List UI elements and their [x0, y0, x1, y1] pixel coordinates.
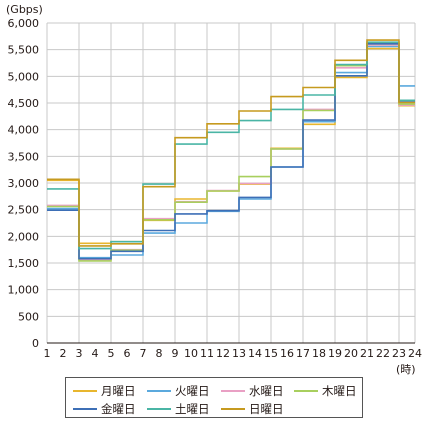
y-tick-label: 2,500 [8, 204, 40, 217]
x-tick-label: 8 [156, 347, 163, 360]
x-tick-label: 17 [296, 347, 310, 360]
x-tick-label: 21 [360, 347, 374, 360]
x-tick-label: 20 [344, 347, 358, 360]
x-tick-label: 2 [60, 347, 67, 360]
legend-box [65, 377, 363, 418]
x-tick-label: 11 [200, 347, 214, 360]
x-tick-label: 16 [280, 347, 294, 360]
x-axis-tick-labels: 1 2 3 4 5 6 7 8 9 10 11 12 13 14 15 16 17 18 19 20 21 22 23 24 [44, 347, 423, 360]
y-tick-label: 3,000 [8, 177, 40, 190]
series-line-5 [47, 43, 415, 260]
x-tick-label: 1 [44, 347, 51, 360]
x-tick-label: 15 [264, 347, 278, 360]
y-tick-label: 0 [32, 337, 39, 350]
x-tick-label: 22 [376, 347, 390, 360]
legend-label: 日曜日 [249, 402, 284, 416]
y-tick-label: 5,500 [8, 44, 40, 57]
y-tick-label: 1,500 [8, 257, 40, 270]
legend-label: 木曜日 [322, 384, 357, 398]
y-tick-label: 6,000 [8, 17, 40, 30]
y-tick-label: 3,500 [8, 150, 40, 163]
x-tick-label: 3 [76, 347, 83, 360]
legend-label: 水曜日 [249, 384, 284, 398]
y-tick-label: 1,000 [8, 284, 40, 297]
y-axis-unit: (Gbps) [6, 3, 43, 16]
x-tick-label: 7 [140, 347, 147, 360]
legend-label: 月曜日 [101, 384, 136, 398]
x-axis-unit: (時) [396, 363, 416, 376]
series-line-7 [47, 39, 415, 247]
y-tick-label: 4,000 [8, 124, 40, 137]
x-tick-label: 13 [232, 347, 246, 360]
x-tick-label: 9 [172, 347, 179, 360]
y-tick-label: 5,000 [8, 70, 40, 83]
legend-label: 火曜日 [175, 384, 210, 398]
x-tick-label: 4 [92, 347, 99, 360]
x-tick-label: 14 [248, 347, 262, 360]
series-lines [47, 39, 415, 262]
x-tick-label: 5 [108, 347, 115, 360]
x-tick-label: 6 [124, 347, 131, 360]
legend-label: 金曜日 [101, 402, 136, 416]
gridlines [46, 22, 416, 344]
x-tick-label: 23 [392, 347, 406, 360]
x-tick-label: 12 [216, 347, 230, 360]
y-axis-tick-labels: 0 500 1,000 1,500 2,000 2,500 3,000 3,500 4,000 4… [8, 17, 40, 350]
x-tick-label: 10 [184, 347, 198, 360]
x-tick-label: 24 [408, 347, 422, 360]
series-line-1 [47, 47, 415, 245]
legend-label: 土曜日 [175, 402, 210, 416]
y-tick-label: 2,000 [8, 230, 40, 243]
y-tick-label: 4,500 [8, 97, 40, 110]
y-tick-label: 500 [18, 310, 39, 323]
x-tick-label: 19 [328, 347, 342, 360]
x-tick-label: 18 [312, 347, 326, 360]
